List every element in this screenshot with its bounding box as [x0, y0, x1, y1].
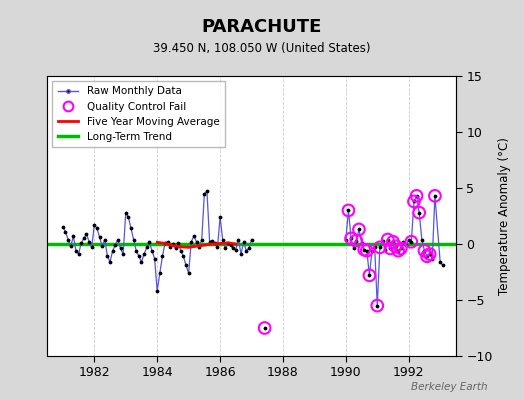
Point — [389, 238, 397, 245]
Point — [386, 245, 395, 252]
Text: Berkeley Earth: Berkeley Earth — [411, 382, 487, 392]
Point — [360, 246, 368, 253]
Point — [423, 253, 431, 260]
Point — [260, 325, 269, 331]
Text: 39.450 N, 108.050 W (United States): 39.450 N, 108.050 W (United States) — [153, 42, 371, 55]
Point — [412, 193, 421, 199]
Point — [344, 207, 353, 214]
Point — [384, 236, 392, 243]
Point — [410, 198, 418, 205]
Point — [365, 272, 374, 278]
Point — [376, 244, 384, 250]
Legend: Raw Monthly Data, Quality Control Fail, Five Year Moving Average, Long-Term Tren: Raw Monthly Data, Quality Control Fail, … — [52, 81, 225, 147]
Point — [407, 238, 416, 245]
Point — [425, 251, 434, 257]
Text: PARACHUTE: PARACHUTE — [202, 18, 322, 36]
Point — [431, 193, 439, 199]
Point — [373, 302, 381, 309]
Y-axis label: Temperature Anomaly (°C): Temperature Anomaly (°C) — [498, 137, 511, 295]
Point — [420, 248, 429, 254]
Point — [394, 248, 402, 254]
Point — [355, 226, 363, 233]
Point — [391, 243, 400, 250]
Point — [352, 238, 361, 244]
Point — [397, 245, 405, 252]
Point — [415, 210, 423, 216]
Point — [347, 235, 355, 242]
Point — [363, 248, 371, 254]
